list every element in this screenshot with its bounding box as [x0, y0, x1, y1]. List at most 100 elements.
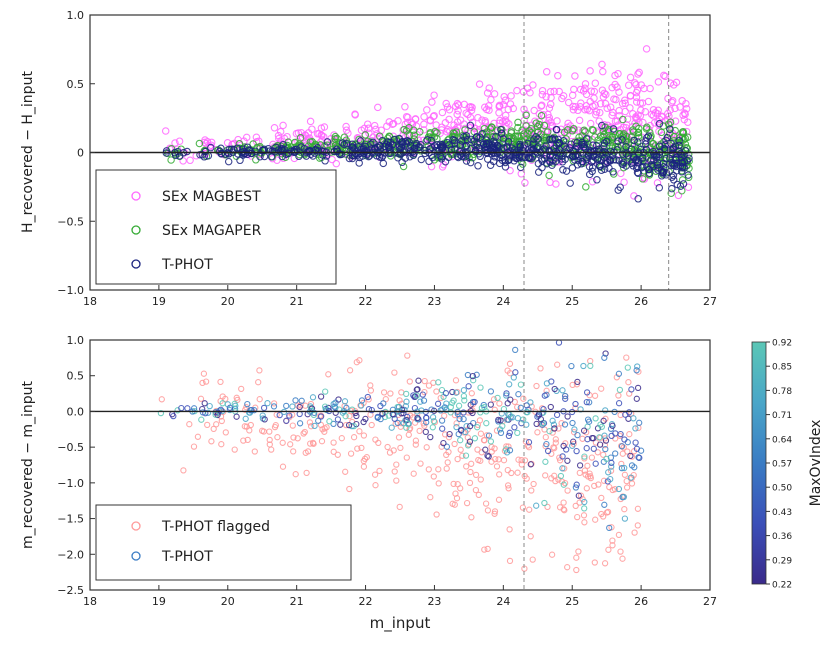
- data-point-t-phot: [676, 149, 685, 158]
- data-point-t-phot: [201, 400, 208, 407]
- data-point-t-phot: [395, 134, 403, 143]
- data-point-sex-magbest: [467, 106, 476, 115]
- data-point-sex-magaper: [514, 118, 522, 127]
- x-tick-label: 26: [634, 595, 648, 608]
- data-point-t-phot: [416, 141, 425, 149]
- data-point-t-phot: [572, 484, 580, 491]
- data-point-t-phot-flagged: [354, 445, 361, 452]
- panel-top-points: [161, 45, 693, 203]
- data-point-sex-magbest: [568, 91, 577, 100]
- data-point-t-phot: [470, 419, 477, 427]
- data-point-sex-magbest: [485, 84, 493, 92]
- data-point-t-phot: [679, 180, 688, 188]
- data-point-sex-magbest: [596, 100, 605, 108]
- data-point-sex-magbest: [501, 111, 510, 120]
- data-point-sex-magbest: [666, 79, 675, 87]
- data-point-t-phot: [429, 414, 437, 421]
- data-point-t-phot: [510, 374, 517, 381]
- legend-label: T-PHOT: [161, 257, 213, 273]
- data-point-t-phot-flagged: [481, 437, 488, 444]
- panel-bottom-legend: T-PHOT flagged T-PHOT: [95, 504, 352, 581]
- data-point-sex-magbest: [365, 129, 373, 137]
- data-point-t-phot-flagged: [482, 500, 490, 507]
- data-point-t-phot-flagged: [244, 436, 251, 444]
- data-point-t-phot: [355, 159, 363, 167]
- data-point-t-phot: [331, 403, 338, 410]
- data-point-sex-magbest: [624, 81, 633, 89]
- data-point-t-phot: [624, 364, 631, 371]
- data-point-t-phot: [583, 398, 590, 406]
- data-point-sex-magaper: [666, 118, 675, 126]
- data-point-t-phot: [490, 144, 499, 153]
- data-point-t-phot: [662, 136, 670, 145]
- data-point-t-phot-flagged: [600, 477, 608, 484]
- data-point-t-phot-flagged: [302, 449, 309, 456]
- data-point-t-phot: [341, 398, 349, 405]
- data-point-t-phot: [504, 400, 511, 407]
- data-point-t-phot-flagged: [584, 462, 591, 469]
- data-point-sex-magbest: [542, 68, 551, 76]
- data-point-sex-magbest: [620, 178, 628, 186]
- x-tick-label: 19: [152, 295, 166, 308]
- data-point-t-phot: [443, 138, 451, 147]
- data-point-t-phot: [497, 125, 505, 134]
- data-point-t-phot: [183, 147, 191, 156]
- data-point-sex-magbest: [276, 127, 285, 136]
- data-point-t-phot: [423, 419, 430, 426]
- data-point-t-phot: [463, 423, 470, 430]
- data-point-t-phot: [326, 418, 333, 425]
- data-point-t-phot-flagged: [548, 551, 556, 558]
- data-point-t-phot-flagged: [520, 395, 527, 402]
- data-point-t-phot: [572, 400, 579, 408]
- data-point-t-phot-flagged: [290, 448, 297, 455]
- data-point-t-phot: [559, 453, 566, 460]
- data-point-t-phot-flagged: [490, 396, 498, 403]
- data-point-sex-magbest: [537, 102, 545, 110]
- data-point-t-phot: [568, 164, 577, 172]
- data-point-t-phot-flagged: [572, 502, 579, 510]
- data-point-t-phot: [483, 420, 490, 427]
- legend-label: SEx MAGBEST: [162, 189, 261, 205]
- data-point-t-phot-flagged: [574, 513, 581, 521]
- data-point-t-phot: [462, 131, 471, 140]
- data-point-t-phot: [492, 146, 500, 155]
- data-point-t-phot: [499, 422, 506, 430]
- data-point-sex-magbest: [676, 103, 684, 111]
- data-point-t-phot: [460, 392, 468, 400]
- data-point-t-phot: [568, 362, 575, 370]
- data-point-t-phot: [616, 386, 624, 394]
- data-point-t-phot: [615, 370, 623, 377]
- data-point-t-phot: [352, 149, 360, 158]
- data-point-sex-magbest: [501, 96, 510, 105]
- data-point-t-phot: [453, 423, 460, 431]
- data-point-sex-magbest: [370, 121, 379, 130]
- data-point-t-phot-flagged: [289, 422, 296, 429]
- data-point-t-phot: [632, 439, 639, 446]
- data-point-t-phot: [463, 135, 472, 144]
- data-point-t-phot-flagged: [591, 559, 598, 566]
- data-point-t-phot: [517, 404, 524, 411]
- data-point-sex-magaper: [426, 128, 435, 137]
- data-point-t-phot: [292, 397, 299, 404]
- data-point-t-phot-flagged: [564, 564, 571, 571]
- data-point-t-phot-flagged: [450, 480, 457, 488]
- data-point-t-phot: [403, 398, 410, 405]
- data-point-t-phot: [415, 377, 422, 384]
- data-point-t-phot: [487, 388, 495, 395]
- data-point-t-phot: [497, 129, 506, 138]
- data-point-sex-magbest: [460, 100, 469, 109]
- data-point-sex-magbest: [592, 108, 601, 116]
- legend-marker: [131, 191, 141, 201]
- data-point-t-phot: [547, 403, 554, 411]
- data-point-t-phot-flagged: [582, 471, 589, 478]
- data-point-t-phot-flagged: [395, 434, 403, 441]
- data-point-sex-magbest: [364, 124, 373, 133]
- data-point-t-phot: [367, 140, 375, 148]
- data-point-t-phot: [471, 398, 478, 406]
- data-point-t-phot: [506, 429, 513, 436]
- data-point-sex-magbest: [617, 169, 625, 178]
- data-point-t-phot-flagged: [463, 499, 471, 507]
- data-point-t-phot-flagged: [356, 428, 363, 435]
- data-point-t-phot-flagged: [222, 429, 229, 436]
- data-point-t-phot-flagged: [569, 381, 576, 389]
